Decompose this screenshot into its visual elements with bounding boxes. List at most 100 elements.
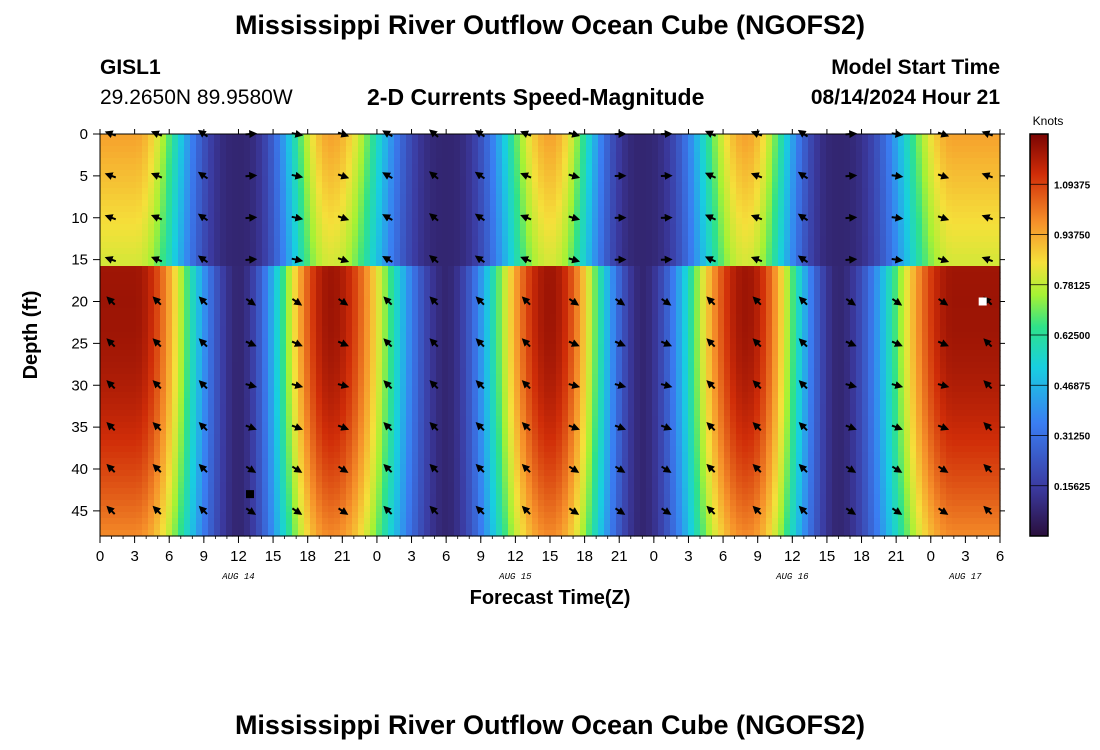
heatmap-cell <box>226 428 233 435</box>
heatmap-cell <box>130 278 137 285</box>
heatmap-cell <box>508 488 515 495</box>
heatmap-cell <box>538 296 545 303</box>
heatmap-cell <box>190 314 197 321</box>
heatmap-cell <box>448 530 455 537</box>
heatmap-cell <box>184 494 191 501</box>
heatmap-cell <box>298 320 305 327</box>
heatmap-cell <box>508 182 515 189</box>
heatmap-cell <box>226 206 233 213</box>
heatmap-cell <box>400 242 407 249</box>
heatmap-cell <box>400 452 407 459</box>
heatmap-cell <box>250 476 257 483</box>
heatmap-cell <box>502 464 509 471</box>
heatmap-cell <box>202 356 209 363</box>
heatmap-cell <box>226 296 233 303</box>
heatmap-cell <box>196 272 203 279</box>
heatmap-cell <box>172 206 179 213</box>
heatmap-cell <box>130 488 137 495</box>
heatmap-cell <box>148 188 155 195</box>
heatmap-cell <box>226 446 233 453</box>
heatmap-cell <box>130 356 137 363</box>
heatmap-cell <box>406 500 413 507</box>
heatmap-cell <box>322 488 329 495</box>
heatmap-cell <box>358 230 365 237</box>
heatmap-cell <box>388 434 395 441</box>
heatmap-cell <box>256 440 263 447</box>
heatmap-cell <box>316 290 323 297</box>
heatmap-cell <box>286 338 293 345</box>
heatmap-cell <box>376 428 383 435</box>
heatmap-cell <box>352 446 359 453</box>
heatmap-cell <box>472 248 479 255</box>
heatmap-cell <box>280 206 287 213</box>
heatmap-cell <box>376 398 383 405</box>
heatmap-cell <box>286 368 293 375</box>
heatmap-cell <box>154 512 161 519</box>
heatmap-cell <box>484 134 491 141</box>
heatmap-cell <box>436 524 443 531</box>
heatmap-cell <box>466 218 473 225</box>
heatmap-cell <box>304 356 311 363</box>
heatmap-cell <box>514 146 521 153</box>
heatmap-cell <box>502 344 509 351</box>
heatmap-cell <box>364 518 371 525</box>
heatmap-cell <box>532 218 539 225</box>
heatmap-cell <box>100 374 107 381</box>
heatmap-cell <box>226 224 233 231</box>
heatmap-cell <box>490 320 497 327</box>
heatmap-cell <box>190 236 197 243</box>
heatmap-cell <box>406 524 413 531</box>
heatmap-cell <box>472 452 479 459</box>
heatmap-cell <box>232 206 239 213</box>
heatmap-cell <box>226 320 233 327</box>
heatmap-cell <box>430 188 437 195</box>
heatmap-cell <box>448 494 455 501</box>
heatmap-cell <box>334 512 341 519</box>
heatmap-cell <box>532 482 539 489</box>
heatmap-cell <box>310 248 317 255</box>
heatmap-cell <box>400 386 407 393</box>
heatmap-cell <box>322 158 329 165</box>
heatmap-cell <box>238 194 245 201</box>
heatmap-cell <box>490 392 497 399</box>
heatmap-cell <box>472 272 479 279</box>
heatmap-cell <box>256 224 263 231</box>
heatmap-cell <box>448 482 455 489</box>
heatmap-cell <box>346 236 353 243</box>
heatmap-cell <box>292 446 299 453</box>
heatmap-cell <box>190 284 197 291</box>
heatmap-cell <box>508 416 515 423</box>
heatmap-cell <box>238 284 245 291</box>
heatmap-cell <box>256 362 263 369</box>
heatmap-cell <box>442 488 449 495</box>
heatmap-cell <box>352 140 359 147</box>
heatmap-cell <box>316 530 323 537</box>
heatmap-cell <box>124 422 131 429</box>
heatmap-cell <box>334 482 341 489</box>
heatmap-cell <box>232 386 239 393</box>
heatmap-cell <box>430 200 437 207</box>
heatmap-cell <box>268 374 275 381</box>
heatmap-cell <box>514 170 521 177</box>
heatmap-cell <box>496 266 503 273</box>
heatmap-cell <box>466 458 473 465</box>
heatmap-cell <box>124 326 131 333</box>
heatmap-cell <box>100 164 107 171</box>
heatmap-cell <box>472 182 479 189</box>
heatmap-cell <box>274 434 281 441</box>
heatmap-cell <box>526 470 533 477</box>
heatmap-cell <box>322 500 329 507</box>
heatmap-cell <box>280 368 287 375</box>
heatmap-cell <box>142 356 149 363</box>
heatmap-cell <box>484 524 491 531</box>
heatmap-cell <box>286 452 293 459</box>
heatmap-cell <box>214 308 221 315</box>
heatmap-cell <box>454 158 461 165</box>
heatmap-cell <box>496 302 503 309</box>
heatmap-cell <box>400 410 407 417</box>
heatmap-cell <box>160 218 167 225</box>
heatmap-cell <box>364 464 371 471</box>
heatmap-cell <box>298 266 305 273</box>
heatmap-cell <box>262 236 269 243</box>
heatmap-cell <box>370 512 377 519</box>
